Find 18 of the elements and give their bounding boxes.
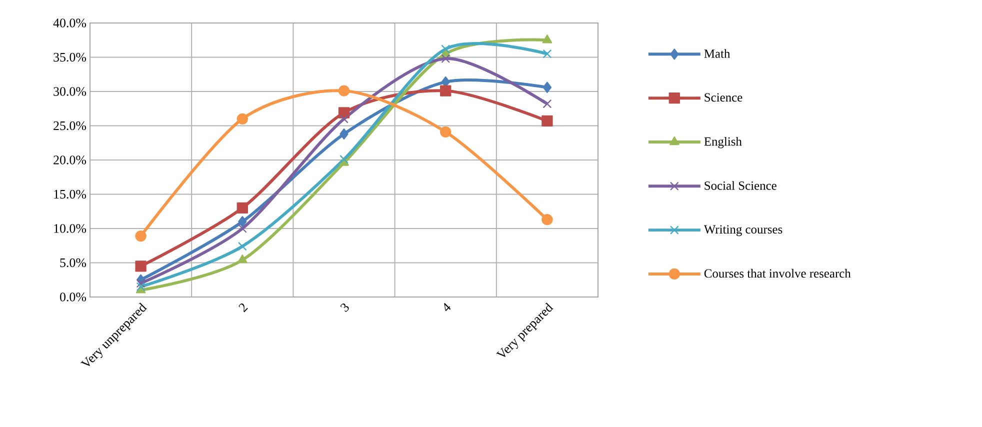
legend-label: Math bbox=[704, 49, 730, 58]
y-tick-label: 0.0% bbox=[60, 292, 86, 302]
x-tick-label: 4 bbox=[444, 302, 451, 312]
y-tick-label: 35.0% bbox=[54, 52, 86, 62]
y-tick-label: 20.0% bbox=[54, 156, 86, 164]
y-tick-label: 25.0% bbox=[54, 121, 86, 130]
y-tick-label: 30.0% bbox=[54, 87, 86, 96]
y-tick-label: 5.0% bbox=[60, 258, 86, 268]
y-tick-label: 40.0% bbox=[53, 18, 86, 28]
y-tick-label: 10.0% bbox=[54, 224, 86, 233]
y-tick-label: 15.0% bbox=[54, 190, 86, 199]
legend-label: Courses that involve research bbox=[704, 268, 851, 278]
legend-label: Social Science bbox=[704, 181, 776, 190]
x-tick-label: 3 bbox=[340, 303, 349, 312]
legend-label: English bbox=[704, 136, 742, 148]
x-tick-label: 2 bbox=[238, 304, 248, 312]
legend-label: Writing courses bbox=[704, 225, 782, 236]
legend-label: Science bbox=[704, 93, 742, 102]
